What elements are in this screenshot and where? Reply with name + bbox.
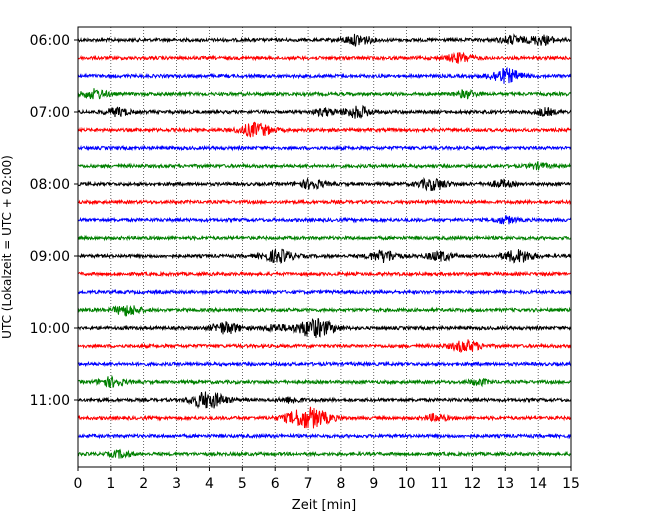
trace-line	[77, 88, 572, 100]
y-axis: 06:00 07:00 08:00 09:00 10:00 11:00	[30, 33, 78, 409]
trace-line	[77, 391, 572, 409]
y-axis-label: UTC (Lokalzeit = UTC + 02:00)	[0, 155, 14, 339]
trace-line	[77, 215, 572, 225]
trace-line	[77, 247, 572, 264]
trace-line	[77, 374, 572, 388]
trace-line	[77, 432, 572, 440]
trace-line	[77, 33, 572, 47]
seismic-traces	[77, 33, 572, 459]
x-tick-label: 10	[398, 476, 416, 492]
trace-line	[77, 198, 572, 206]
x-tick-label: 14	[529, 476, 547, 492]
trace-line	[77, 144, 572, 152]
x-tick-label: 0	[74, 476, 83, 492]
trace-line	[77, 121, 572, 138]
x-tick-label: 11	[431, 476, 449, 492]
y-tick-label: 11:00	[30, 393, 70, 409]
trace-line	[77, 406, 572, 429]
x-tick-label: 7	[304, 476, 313, 492]
trace-line	[77, 339, 572, 354]
x-tick-label: 6	[271, 476, 280, 492]
x-axis: 0 1 2 3 4 5 6 7 8 9 10 11 12 13 14 15	[74, 467, 580, 492]
trace-line	[77, 176, 572, 192]
trace-line	[77, 360, 572, 368]
x-tick-label: 8	[336, 476, 345, 492]
y-tick-label: 07:00	[30, 105, 70, 121]
trace-line	[77, 51, 572, 64]
plot-frame	[77, 26, 572, 468]
y-tick-label: 10:00	[30, 321, 70, 337]
trace-line	[77, 448, 572, 459]
x-axis-label: Zeit [min]	[292, 498, 356, 513]
x-tick-label: 9	[369, 476, 378, 492]
trace-line	[77, 234, 572, 242]
y-tick-label: 08:00	[30, 177, 70, 193]
x-tick-label: 13	[496, 476, 514, 492]
grid-lines	[110, 27, 539, 467]
x-tick-label: 2	[139, 476, 148, 492]
trace-line	[77, 305, 572, 317]
y-tick-label: 09:00	[30, 249, 70, 265]
trace-line	[77, 270, 572, 278]
x-tick-label: 15	[562, 476, 580, 492]
y-tick-label: 06:00	[30, 33, 70, 49]
x-tick-label: 1	[106, 476, 115, 492]
x-tick-label: 5	[238, 476, 247, 492]
x-tick-label: 4	[205, 476, 214, 492]
trace-line	[77, 104, 572, 119]
x-tick-label: 3	[172, 476, 181, 492]
trace-line	[77, 317, 572, 338]
trace-line	[77, 288, 572, 296]
trace-line	[77, 66, 572, 84]
trace-line	[77, 161, 572, 171]
x-tick-label: 12	[463, 476, 481, 492]
